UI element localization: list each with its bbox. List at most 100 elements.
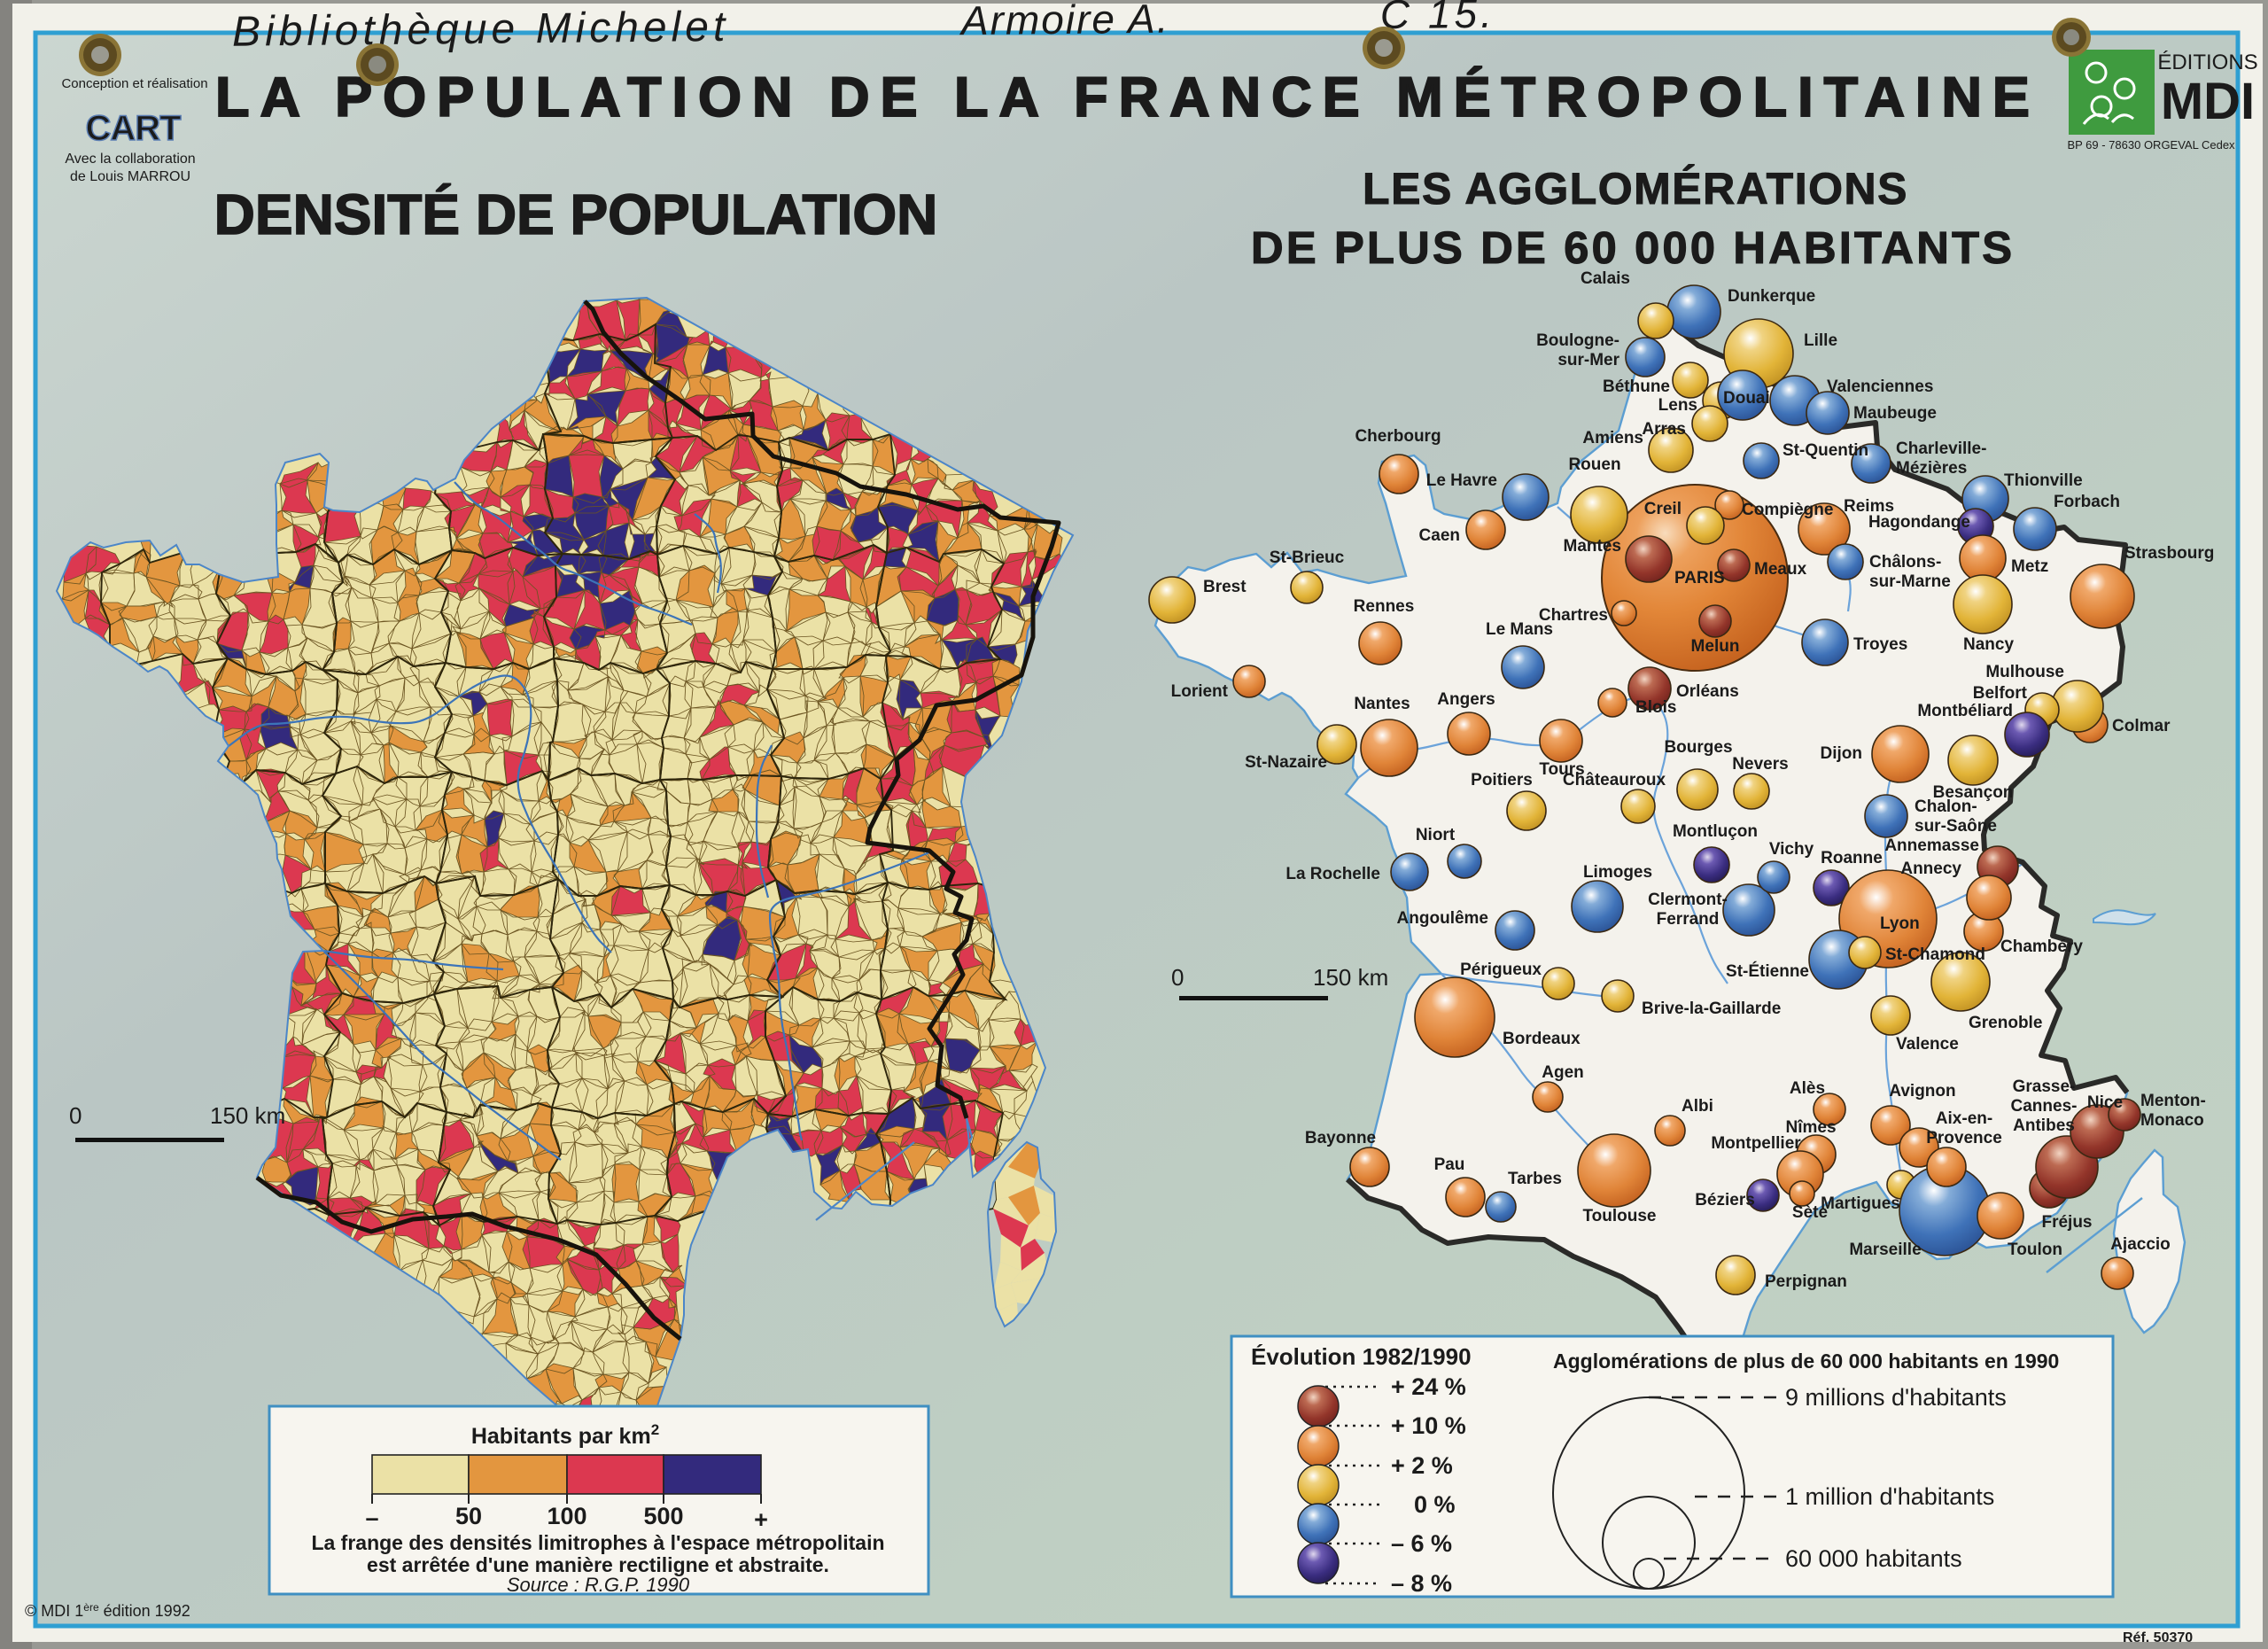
svg-text:Bordeaux: Bordeaux bbox=[1503, 1030, 1581, 1048]
svg-text:Mulhouse: Mulhouse bbox=[1985, 663, 2064, 681]
svg-text:MDI: MDI bbox=[2161, 73, 2255, 130]
svg-text:Annecy: Annecy bbox=[1900, 860, 1961, 878]
svg-text:Melun: Melun bbox=[1691, 637, 1740, 656]
svg-text:DE PLUS DE 60 000 HABITANTS: DE PLUS DE 60 000 HABITANTS bbox=[1251, 222, 2015, 273]
svg-text:Vichy: Vichy bbox=[1769, 840, 1814, 859]
svg-text:9 millions d'habitants: 9 millions d'habitants bbox=[1785, 1384, 2007, 1411]
svg-text:150 km: 150 km bbox=[1313, 964, 1388, 991]
svg-text:Mézières: Mézières bbox=[1896, 459, 1967, 478]
svg-text:Amiens: Amiens bbox=[1582, 429, 1643, 447]
svg-text:Belfort: Belfort bbox=[1973, 684, 2028, 703]
svg-text:50: 50 bbox=[455, 1503, 482, 1529]
svg-text:Rouen: Rouen bbox=[1568, 455, 1620, 474]
svg-text:Avignon: Avignon bbox=[1889, 1082, 1955, 1101]
svg-text:Nancy: Nancy bbox=[1963, 635, 2014, 654]
svg-text:Angoulême: Angoulême bbox=[1397, 909, 1488, 928]
svg-text:Clermont-: Clermont- bbox=[1648, 891, 1728, 909]
svg-text:Forbach: Forbach bbox=[2054, 493, 2120, 511]
svg-text:Rennes: Rennes bbox=[1354, 597, 1415, 616]
svg-text:de Louis MARROU: de Louis MARROU bbox=[70, 169, 190, 184]
svg-text:Niort: Niort bbox=[1416, 826, 1456, 844]
svg-text:Valence: Valence bbox=[1896, 1035, 1959, 1054]
svg-text:Béziers: Béziers bbox=[1695, 1191, 1755, 1210]
svg-text:Ferrand: Ferrand bbox=[1657, 910, 1720, 929]
svg-text:Le Mans: Le Mans bbox=[1486, 620, 1553, 639]
svg-text:Nice: Nice bbox=[2087, 1093, 2123, 1112]
svg-text:Perpignan: Perpignan bbox=[1765, 1272, 1847, 1291]
svg-text:Roanne: Roanne bbox=[1821, 849, 1883, 867]
svg-text:Conception et réalisation: Conception et réalisation bbox=[61, 76, 207, 91]
svg-text:Arras: Arras bbox=[1642, 420, 1686, 439]
svg-text:Creil: Creil bbox=[1644, 500, 1682, 518]
svg-text:Cherbourg: Cherbourg bbox=[1355, 427, 1441, 446]
svg-text:PARIS: PARIS bbox=[1674, 569, 1725, 587]
svg-text:+: + bbox=[754, 1506, 768, 1533]
svg-text:Tarbes: Tarbes bbox=[1508, 1170, 1562, 1188]
svg-text:Valenciennes: Valenciennes bbox=[1827, 377, 1933, 396]
svg-text:Châteauroux: Châteauroux bbox=[1563, 771, 1666, 789]
svg-text:DENSITÉ DE POPULATION: DENSITÉ DE POPULATION bbox=[214, 183, 938, 246]
svg-text:150 km: 150 km bbox=[210, 1102, 285, 1129]
svg-text:Agglomérations de plus de 60 0: Agglomérations de plus de 60 000 habitan… bbox=[1553, 1350, 2059, 1373]
svg-text:Toulouse: Toulouse bbox=[1582, 1207, 1656, 1225]
svg-text:0: 0 bbox=[1171, 964, 1184, 991]
svg-text:Montluçon: Montluçon bbox=[1673, 822, 1758, 841]
svg-text:Brive-la-Gaillarde: Brive-la-Gaillarde bbox=[1642, 1000, 1781, 1018]
svg-text:Réf. 50370: Réf. 50370 bbox=[2123, 1630, 2193, 1645]
svg-text:Poitiers: Poitiers bbox=[1471, 771, 1533, 789]
svg-text:– 8 %: – 8 % bbox=[1391, 1570, 1452, 1597]
svg-text:Angers: Angers bbox=[1437, 690, 1495, 709]
svg-text:Dunkerque: Dunkerque bbox=[1728, 287, 1815, 306]
svg-text:Antibes: Antibes bbox=[2013, 1116, 2075, 1135]
svg-text:Béthune: Béthune bbox=[1603, 377, 1670, 396]
svg-text:0: 0 bbox=[69, 1102, 82, 1129]
svg-text:Lille: Lille bbox=[1804, 331, 1837, 350]
svg-text:Bourges: Bourges bbox=[1664, 738, 1732, 757]
svg-text:Thionville: Thionville bbox=[2004, 471, 2083, 490]
svg-text:Charleville-: Charleville- bbox=[1896, 439, 1986, 458]
svg-text:LA POPULATION DE LA FRANCE MÉT: LA POPULATION DE LA FRANCE MÉTROPOLITAIN… bbox=[215, 66, 2040, 128]
svg-text:Cannes-: Cannes- bbox=[2011, 1097, 2078, 1116]
svg-text:Nîmes: Nîmes bbox=[1785, 1118, 1836, 1137]
svg-text:Boulogne-: Boulogne- bbox=[1536, 331, 1619, 350]
svg-text:Caen: Caen bbox=[1419, 526, 1460, 545]
svg-text:Chambéry: Chambéry bbox=[2000, 937, 2083, 956]
svg-text:+ 24 %: + 24 % bbox=[1391, 1373, 1466, 1400]
svg-text:St-Nazaire: St-Nazaire bbox=[1245, 753, 1327, 772]
svg-text:Châlons-: Châlons- bbox=[1869, 553, 1941, 572]
svg-text:Blois: Blois bbox=[1635, 698, 1676, 717]
svg-text:Meaux: Meaux bbox=[1754, 560, 1807, 579]
svg-text:–: – bbox=[365, 1505, 378, 1531]
svg-text:Le Havre: Le Havre bbox=[1426, 471, 1497, 490]
svg-text:St-Quentin: St-Quentin bbox=[1783, 441, 1868, 460]
svg-text:Troyes: Troyes bbox=[1853, 635, 1907, 654]
svg-text:Chalon-: Chalon- bbox=[1915, 797, 1977, 816]
svg-text:St-Brieuc: St-Brieuc bbox=[1270, 548, 1345, 567]
svg-text:Reims: Reims bbox=[1844, 497, 1894, 516]
svg-text:+ 2 %: + 2 % bbox=[1391, 1452, 1453, 1479]
svg-text:60 000 habitants: 60 000 habitants bbox=[1785, 1545, 1962, 1572]
svg-text:Nantes: Nantes bbox=[1354, 695, 1410, 713]
svg-text:Fréjus: Fréjus bbox=[2041, 1213, 2092, 1232]
svg-text:Grasse-: Grasse- bbox=[2013, 1077, 2076, 1096]
svg-text:Maubeuge: Maubeuge bbox=[1853, 404, 1937, 423]
svg-text:– 6 %: – 6 % bbox=[1391, 1530, 1452, 1557]
svg-text:Mantes: Mantes bbox=[1564, 537, 1621, 556]
svg-text:Bibliothèque Michelet: Bibliothèque Michelet bbox=[232, 4, 730, 56]
svg-text:Limoges: Limoges bbox=[1583, 863, 1652, 882]
svg-text:Metz: Metz bbox=[2011, 557, 2048, 576]
svg-text:Grenoble: Grenoble bbox=[1969, 1014, 2042, 1032]
svg-text:Périgueux: Périgueux bbox=[1460, 961, 1542, 979]
svg-text:Annemasse: Annemasse bbox=[1884, 836, 1979, 855]
svg-text:© MDI 1ère édition 1992: © MDI 1ère édition 1992 bbox=[25, 1601, 190, 1620]
svg-text:1 million d'habitants: 1 million d'habitants bbox=[1785, 1483, 1994, 1510]
svg-text:ÉDITIONS: ÉDITIONS bbox=[2157, 51, 2257, 74]
svg-text:Évolution 1982/1990: Évolution 1982/1990 bbox=[1251, 1343, 1472, 1370]
svg-text:Source : R.G.P. 1990: Source : R.G.P. 1990 bbox=[507, 1574, 690, 1596]
svg-text:Hagondange: Hagondange bbox=[1868, 513, 1970, 532]
svg-text:Dijon: Dijon bbox=[1821, 744, 1863, 763]
svg-text:Strasbourg: Strasbourg bbox=[2124, 544, 2214, 563]
svg-text:Habitants par km2: Habitants par km2 bbox=[471, 1421, 659, 1449]
svg-text:LES AGGLOMÉRATIONS: LES AGGLOMÉRATIONS bbox=[1363, 164, 1908, 214]
svg-text:Aix-en-: Aix-en- bbox=[1936, 1109, 1992, 1128]
